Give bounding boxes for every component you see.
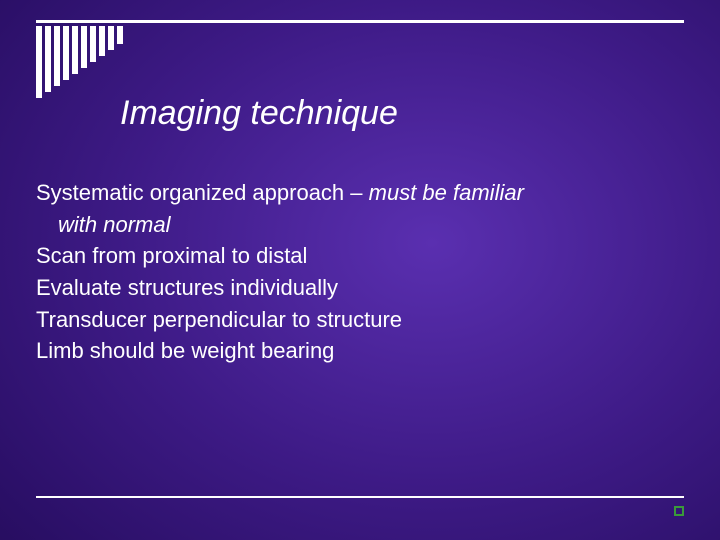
body-line-3: Scan from proximal to distal [36,241,676,271]
body-line-1-prefix: Systematic organized approach – [36,180,369,205]
body-line-2: with normal [36,210,676,240]
body-line-1: Systematic organized approach – must be … [36,178,676,208]
slide-body: Systematic organized approach – must be … [36,178,676,368]
body-line-4: Evaluate structures individually [36,273,676,303]
body-line-2-italic: with normal [58,212,170,237]
top-rule [36,20,684,23]
body-line-1-italic: must be familiar [369,180,524,205]
body-line-6: Limb should be weight bearing [36,336,676,366]
slide-title: Imaging technique [120,94,398,133]
body-line-5: Transducer perpendicular to structure [36,305,676,335]
bottom-rule [36,496,684,498]
decorative-bars [36,26,123,98]
accent-square-icon [674,506,684,516]
